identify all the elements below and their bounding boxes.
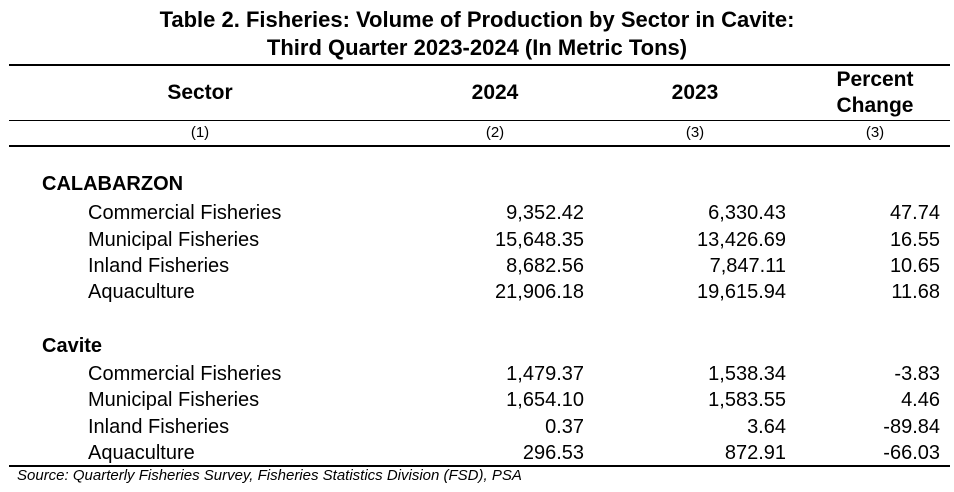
header-percent-change-line2: Change	[836, 94, 914, 117]
row-value-2024: 21,906.18	[495, 281, 584, 303]
row-percent-change: -89.84	[883, 416, 940, 438]
row-value-2023: 872.91	[724, 442, 786, 464]
header-2023: 2023	[671, 81, 719, 104]
group-header-cavite: Cavite	[42, 335, 103, 357]
row-value-2024: 0.37	[545, 416, 584, 438]
row-value-2023: 19,615.94	[697, 281, 786, 303]
row-percent-change: 11.68	[891, 281, 940, 303]
row-value-2023: 13,426.69	[697, 229, 786, 251]
row-sector: Aquaculture	[88, 442, 195, 464]
top-rule	[9, 64, 950, 66]
row-value-2024: 15,648.35	[495, 229, 584, 251]
col-number-1: (1)	[190, 124, 210, 141]
row-value-2024: 9,352.42	[506, 202, 584, 224]
row-percent-change: -3.83	[894, 363, 940, 385]
row-percent-change: 4.46	[901, 389, 940, 411]
row-value-2024: 296.53	[522, 442, 584, 464]
col-number-3: (3)	[685, 124, 705, 141]
col-number-2: (2)	[485, 124, 505, 141]
col-number-4: (3)	[865, 124, 885, 141]
row-sector: Inland Fisheries	[88, 416, 230, 438]
colnum-rule	[9, 145, 950, 147]
row-value-2024: 8,682.56	[506, 255, 584, 277]
row-value-2024: 1,654.10	[506, 389, 584, 411]
row-percent-change: 10.65	[889, 255, 940, 277]
row-value-2023: 3.64	[747, 416, 786, 438]
row-value-2023: 1,583.55	[708, 389, 786, 411]
header-rule	[9, 120, 950, 121]
row-value-2024: 1,479.37	[506, 363, 584, 385]
row-value-2023: 6,330.43	[708, 202, 786, 224]
row-value-2023: 1,538.34	[708, 363, 786, 385]
row-percent-change: 47.74	[889, 202, 940, 224]
row-sector: Commercial Fisheries	[88, 363, 282, 385]
row-sector: Commercial Fisheries	[88, 202, 282, 224]
row-percent-change: -66.03	[883, 442, 940, 464]
group-header-calabarzon: CALABARZON	[42, 173, 184, 195]
row-percent-change: 16.55	[889, 229, 940, 251]
row-sector: Aquaculture	[88, 281, 195, 303]
row-value-2023: 7,847.11	[709, 255, 786, 277]
header-percent-change-line1: Percent	[836, 68, 914, 91]
row-sector: Municipal Fisheries	[88, 389, 260, 411]
row-sector: Municipal Fisheries	[88, 229, 260, 251]
header-sector: Sector	[167, 81, 233, 104]
header-2024: 2024	[471, 81, 519, 104]
table-title: Table 2. Fisheries: Volume of Production…	[159, 7, 795, 32]
table-subtitle: Third Quarter 2023-2024 (In Metric Tons)	[266, 35, 688, 60]
row-sector: Inland Fisheries	[88, 255, 230, 277]
source-note: Source: Quarterly Fisheries Survey, Fish…	[17, 467, 522, 484]
bottom-rule	[9, 465, 950, 467]
